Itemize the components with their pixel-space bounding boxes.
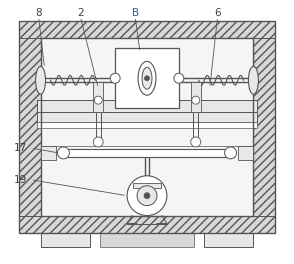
Ellipse shape — [248, 66, 258, 94]
Bar — [100, 233, 194, 247]
Bar — [41, 128, 253, 216]
Text: B: B — [131, 8, 139, 18]
Bar — [36, 112, 258, 122]
Bar — [93, 82, 103, 112]
Bar — [36, 100, 258, 112]
Circle shape — [192, 96, 200, 104]
Bar — [41, 39, 253, 146]
Bar — [19, 39, 41, 216]
Circle shape — [145, 76, 149, 81]
Bar — [191, 82, 201, 112]
Bar — [41, 146, 56, 160]
Bar — [19, 21, 275, 39]
Ellipse shape — [138, 61, 156, 95]
Text: 6: 6 — [214, 8, 221, 18]
Text: 8: 8 — [35, 8, 42, 18]
Circle shape — [110, 73, 120, 83]
Bar — [253, 39, 275, 216]
Ellipse shape — [36, 66, 46, 94]
Circle shape — [144, 193, 150, 199]
Text: 17: 17 — [14, 143, 27, 153]
Bar — [19, 216, 275, 233]
Circle shape — [93, 137, 103, 147]
Ellipse shape — [142, 67, 152, 89]
Text: 2: 2 — [77, 8, 84, 18]
Bar — [238, 146, 253, 160]
Bar — [133, 183, 161, 188]
Circle shape — [127, 176, 167, 216]
Circle shape — [191, 137, 201, 147]
Circle shape — [94, 96, 102, 104]
Circle shape — [57, 147, 69, 159]
Bar — [204, 233, 253, 247]
Circle shape — [225, 147, 237, 159]
Text: 19: 19 — [14, 175, 27, 185]
Circle shape — [137, 186, 157, 206]
Bar — [61, 149, 233, 157]
Bar — [36, 122, 258, 128]
Bar — [19, 21, 275, 233]
Circle shape — [174, 73, 184, 83]
Bar — [41, 233, 90, 247]
Bar — [115, 48, 179, 108]
